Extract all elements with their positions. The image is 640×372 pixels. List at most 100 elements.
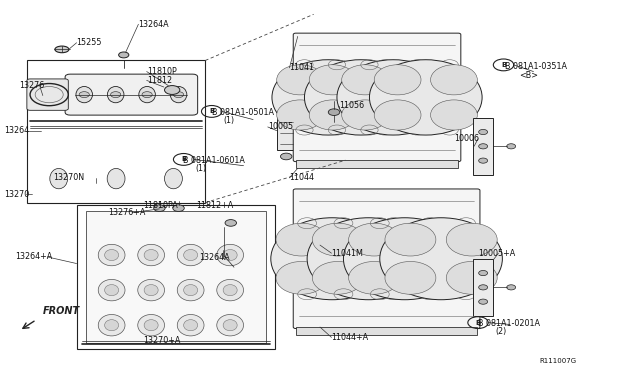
- Text: 13276+A: 13276+A: [108, 208, 146, 217]
- FancyBboxPatch shape: [65, 74, 198, 115]
- Ellipse shape: [223, 285, 237, 296]
- Ellipse shape: [144, 285, 158, 296]
- Ellipse shape: [305, 60, 417, 135]
- Ellipse shape: [144, 320, 158, 331]
- Bar: [296, 327, 477, 335]
- Ellipse shape: [177, 314, 204, 336]
- Circle shape: [280, 153, 292, 160]
- Text: B: B: [501, 62, 506, 68]
- Text: 11044+A: 11044+A: [332, 333, 369, 342]
- Ellipse shape: [385, 262, 436, 294]
- Text: 10005: 10005: [268, 122, 293, 131]
- Text: 11810P: 11810P: [147, 67, 177, 76]
- Bar: [27, 61, 205, 203]
- Text: 11056: 11056: [339, 101, 364, 110]
- Circle shape: [507, 144, 516, 149]
- Ellipse shape: [276, 223, 327, 256]
- Ellipse shape: [138, 244, 164, 266]
- Ellipse shape: [446, 262, 497, 294]
- Text: 10005+A: 10005+A: [478, 249, 515, 258]
- Text: FRONT: FRONT: [43, 306, 80, 316]
- Ellipse shape: [76, 87, 93, 103]
- Circle shape: [479, 299, 488, 304]
- Ellipse shape: [344, 218, 466, 300]
- Ellipse shape: [144, 250, 158, 260]
- Circle shape: [225, 219, 237, 226]
- Ellipse shape: [104, 250, 118, 260]
- Ellipse shape: [184, 250, 198, 260]
- Text: B 081A1-0601A: B 081A1-0601A: [183, 155, 245, 165]
- Ellipse shape: [271, 218, 394, 300]
- Text: B: B: [181, 156, 186, 163]
- Ellipse shape: [410, 262, 461, 294]
- Ellipse shape: [99, 244, 125, 266]
- Bar: [86, 211, 266, 343]
- Ellipse shape: [164, 169, 182, 189]
- Circle shape: [142, 92, 152, 97]
- Ellipse shape: [276, 65, 323, 95]
- Ellipse shape: [55, 46, 69, 53]
- Ellipse shape: [138, 279, 164, 301]
- Circle shape: [479, 270, 488, 276]
- Ellipse shape: [138, 314, 164, 336]
- Ellipse shape: [337, 223, 388, 256]
- Ellipse shape: [398, 100, 445, 130]
- Ellipse shape: [170, 87, 187, 103]
- Ellipse shape: [217, 314, 244, 336]
- Text: 15255: 15255: [77, 38, 102, 47]
- Ellipse shape: [365, 65, 412, 95]
- Ellipse shape: [374, 100, 421, 130]
- Circle shape: [118, 52, 129, 58]
- Circle shape: [479, 285, 488, 290]
- Ellipse shape: [104, 285, 118, 296]
- Text: 13264A: 13264A: [199, 253, 230, 263]
- Ellipse shape: [217, 244, 244, 266]
- Ellipse shape: [184, 320, 198, 331]
- Circle shape: [507, 285, 516, 290]
- Bar: [77, 205, 275, 349]
- Ellipse shape: [99, 314, 125, 336]
- Ellipse shape: [309, 65, 356, 95]
- Ellipse shape: [107, 169, 125, 189]
- Text: 13270: 13270: [4, 190, 30, 199]
- Ellipse shape: [337, 262, 388, 294]
- Bar: [276, 116, 296, 150]
- Ellipse shape: [333, 100, 380, 130]
- Ellipse shape: [276, 262, 327, 294]
- Circle shape: [479, 158, 488, 163]
- Ellipse shape: [139, 87, 156, 103]
- Ellipse shape: [369, 60, 482, 135]
- Ellipse shape: [272, 60, 385, 135]
- Text: 11812: 11812: [147, 76, 172, 85]
- Circle shape: [164, 86, 180, 94]
- Ellipse shape: [337, 60, 450, 135]
- FancyBboxPatch shape: [293, 33, 461, 161]
- Ellipse shape: [431, 65, 477, 95]
- Ellipse shape: [374, 262, 424, 294]
- Text: B 081A1-0201A: B 081A1-0201A: [478, 319, 540, 328]
- Ellipse shape: [276, 100, 323, 130]
- Ellipse shape: [365, 100, 412, 130]
- Ellipse shape: [333, 65, 380, 95]
- Ellipse shape: [177, 279, 204, 301]
- Text: B 081A1-0501A: B 081A1-0501A: [212, 108, 274, 117]
- Ellipse shape: [312, 262, 364, 294]
- Ellipse shape: [312, 223, 364, 256]
- Text: (1): (1): [196, 164, 207, 173]
- Ellipse shape: [374, 65, 421, 95]
- Text: 13276: 13276: [19, 81, 45, 90]
- Circle shape: [479, 144, 488, 149]
- Ellipse shape: [104, 320, 118, 331]
- Text: 13270+A: 13270+A: [143, 336, 180, 345]
- Bar: [296, 160, 458, 168]
- Circle shape: [328, 109, 340, 115]
- Text: 13264+A: 13264+A: [15, 252, 52, 262]
- FancyBboxPatch shape: [293, 189, 480, 328]
- FancyBboxPatch shape: [27, 79, 68, 110]
- Ellipse shape: [410, 223, 461, 256]
- Ellipse shape: [342, 100, 388, 130]
- Text: B: B: [476, 320, 481, 326]
- Circle shape: [280, 107, 292, 113]
- Ellipse shape: [177, 244, 204, 266]
- Ellipse shape: [184, 285, 198, 296]
